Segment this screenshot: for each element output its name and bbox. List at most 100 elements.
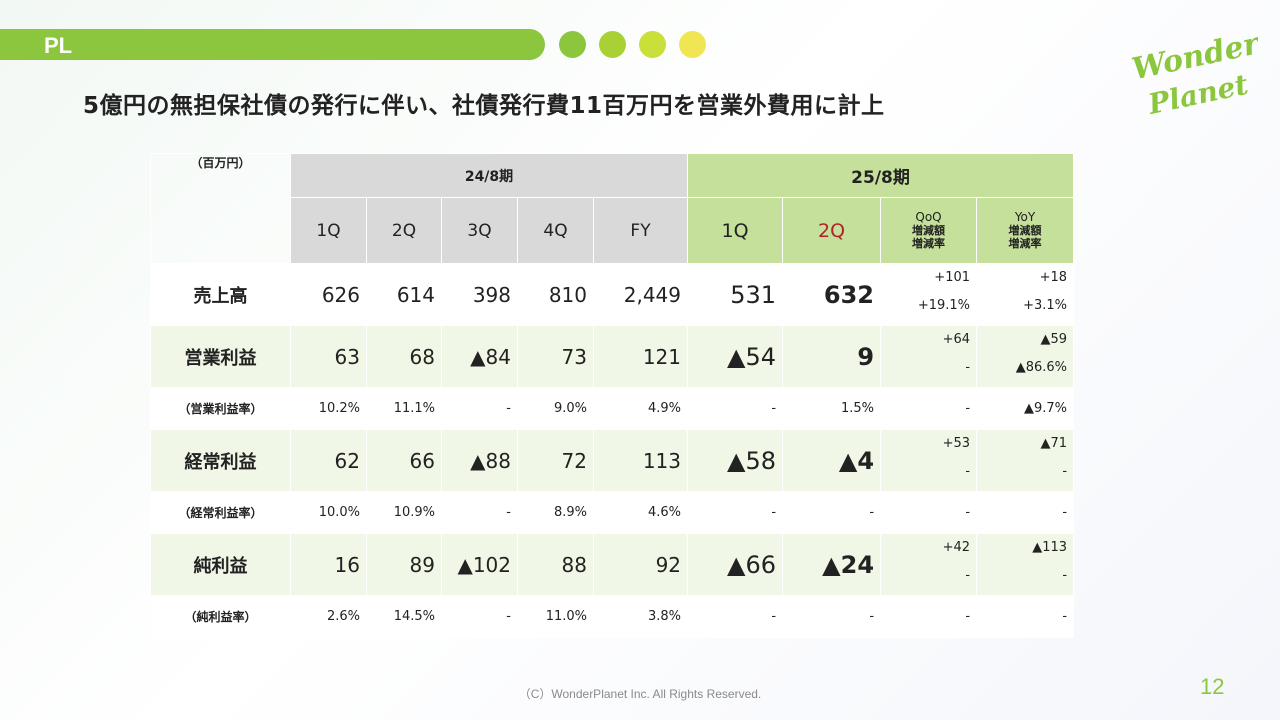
qoq-rate: - bbox=[965, 464, 971, 479]
qoq-rate: +19.1% bbox=[917, 298, 971, 313]
qoq-title: QoQ bbox=[915, 210, 942, 224]
pl-table: （百万円） 24/8期 25/8期 1Q 2Q 3Q 4Q FY 1Q 2Q Q… bbox=[150, 153, 1075, 638]
cell: 14.5% bbox=[366, 595, 442, 638]
row-label: （純利益率） bbox=[150, 595, 291, 638]
row-label: 純利益 bbox=[150, 533, 291, 596]
cell: 9.0% bbox=[517, 387, 594, 430]
cell: 72 bbox=[517, 429, 594, 492]
cell: ▲54 bbox=[687, 325, 784, 388]
cell: ▲102 bbox=[441, 533, 518, 596]
cell: 73 bbox=[517, 325, 594, 388]
cell: 398 bbox=[441, 263, 518, 326]
col-header: 2Q bbox=[366, 197, 442, 264]
prev-period-header: 24/8期 bbox=[289, 153, 689, 198]
cell: - bbox=[687, 595, 784, 638]
cell: 62 bbox=[290, 429, 367, 492]
decor-dot-4 bbox=[679, 31, 706, 58]
qoq-amount: +53 bbox=[942, 436, 971, 451]
wonderplanet-logo: Wonder Planet bbox=[1129, 26, 1258, 121]
cell: 68 bbox=[366, 325, 442, 388]
cell: ▲88 bbox=[441, 429, 518, 492]
table-row: 経常利益 62 66 ▲88 72 113 ▲58 ▲4 +53 - ▲71 - bbox=[150, 429, 1075, 492]
cell: 4.6% bbox=[592, 491, 689, 534]
yoy-cell: ▲71 - bbox=[976, 429, 1075, 492]
table-row: （営業利益率） 10.2% 11.1% - 9.0% 4.9% - 1.5% -… bbox=[150, 387, 1075, 430]
cell: ▲24 bbox=[782, 533, 882, 596]
qoq-rate: - bbox=[965, 568, 971, 583]
qoq-cell: +53 - bbox=[880, 429, 978, 492]
cell: 3.8% bbox=[592, 595, 689, 638]
cell: 10.9% bbox=[366, 491, 442, 534]
col-header: 1Q bbox=[687, 197, 784, 264]
cell: 626 bbox=[290, 263, 367, 326]
col-header: 1Q bbox=[290, 197, 367, 264]
cell: - bbox=[687, 491, 784, 534]
decor-dot-2 bbox=[599, 31, 626, 58]
cell: 2,449 bbox=[592, 263, 689, 326]
cell: 4.9% bbox=[592, 387, 689, 430]
table-row: （経常利益率） 10.0% 10.9% - 8.9% 4.6% - - - - bbox=[150, 491, 1075, 534]
cell: 614 bbox=[366, 263, 442, 326]
cell: 9 bbox=[782, 325, 882, 388]
yoy-amount: ▲113 bbox=[1032, 540, 1068, 555]
row-label: （経常利益率） bbox=[150, 491, 291, 534]
col-header: 2Q bbox=[782, 197, 882, 264]
yoy-rate: +3.1% bbox=[1023, 298, 1068, 313]
cell: - bbox=[441, 387, 518, 430]
yoy-rate: ▲86.6% bbox=[1015, 360, 1068, 375]
cell: 88 bbox=[517, 533, 594, 596]
qoq-cell: +42 - bbox=[880, 533, 978, 596]
decor-dot-1 bbox=[559, 31, 586, 58]
yoy-rate: - bbox=[1062, 568, 1068, 583]
table-row: （純利益率） 2.6% 14.5% - 11.0% 3.8% - - - - bbox=[150, 595, 1075, 638]
cell: 8.9% bbox=[517, 491, 594, 534]
table-row: 純利益 16 89 ▲102 88 92 ▲66 ▲24 +42 - ▲113 - bbox=[150, 533, 1075, 596]
decor-dot-3 bbox=[639, 31, 666, 58]
qoq-cell: - bbox=[880, 595, 978, 638]
row-label: 経常利益 bbox=[150, 429, 291, 492]
qoq-cell: - bbox=[880, 491, 978, 534]
cell: 2.6% bbox=[290, 595, 367, 638]
yoy-sub2: 増減率 bbox=[1008, 237, 1042, 250]
cell: 11.0% bbox=[517, 595, 594, 638]
cell: 63 bbox=[290, 325, 367, 388]
cell: 632 bbox=[782, 263, 882, 326]
row-label: 売上高 bbox=[150, 263, 291, 326]
table-row: 営業利益 63 68 ▲84 73 121 ▲54 9 +64 - ▲59 ▲86.… bbox=[150, 325, 1075, 388]
cell: 531 bbox=[687, 263, 784, 326]
yoy-cell: +18 +3.1% bbox=[976, 263, 1075, 326]
copyright-footer: （C）WonderPlanet Inc. All Rights Reserved… bbox=[518, 687, 762, 701]
cell: 1.5% bbox=[782, 387, 882, 430]
slide-headline: 5億円の無担保社債の発行に伴い、社債発行費11百万円を営業外費用に計上 bbox=[83, 93, 885, 119]
col-header: 3Q bbox=[441, 197, 518, 264]
cell: ▲66 bbox=[687, 533, 784, 596]
cell: 10.0% bbox=[290, 491, 367, 534]
page-number: 12 bbox=[1200, 674, 1225, 699]
cell: 89 bbox=[366, 533, 442, 596]
yoy-cell: - bbox=[976, 491, 1075, 534]
yoy-cell: - bbox=[976, 595, 1075, 638]
qoq-amount: +42 bbox=[942, 540, 971, 555]
col-header: 4Q bbox=[517, 197, 594, 264]
yoy-cell: ▲59 ▲86.6% bbox=[976, 325, 1075, 388]
qoq-amount: +101 bbox=[934, 270, 971, 285]
cell: 11.1% bbox=[366, 387, 442, 430]
cell: ▲4 bbox=[782, 429, 882, 492]
qoq-cell: +101 +19.1% bbox=[880, 263, 978, 326]
cell: 66 bbox=[366, 429, 442, 492]
row-label: 営業利益 bbox=[150, 325, 291, 388]
qoq-amount: +64 bbox=[942, 332, 971, 347]
qoq-sub2: 増減率 bbox=[912, 237, 946, 250]
yoy-rate: - bbox=[1062, 464, 1068, 479]
yoy-sub1: 増減額 bbox=[1008, 224, 1042, 237]
cell: 10.2% bbox=[290, 387, 367, 430]
qoq-cell: - bbox=[880, 387, 978, 430]
cell: 113 bbox=[592, 429, 689, 492]
cell: 121 bbox=[592, 325, 689, 388]
yoy-header: YoY 増減額 増減率 bbox=[976, 197, 1075, 264]
row-label: （営業利益率） bbox=[150, 387, 291, 430]
yoy-amount: ▲59 bbox=[1040, 332, 1068, 347]
col-header: FY bbox=[592, 197, 689, 264]
cell: - bbox=[782, 491, 882, 534]
yoy-cell: ▲113 - bbox=[976, 533, 1075, 596]
